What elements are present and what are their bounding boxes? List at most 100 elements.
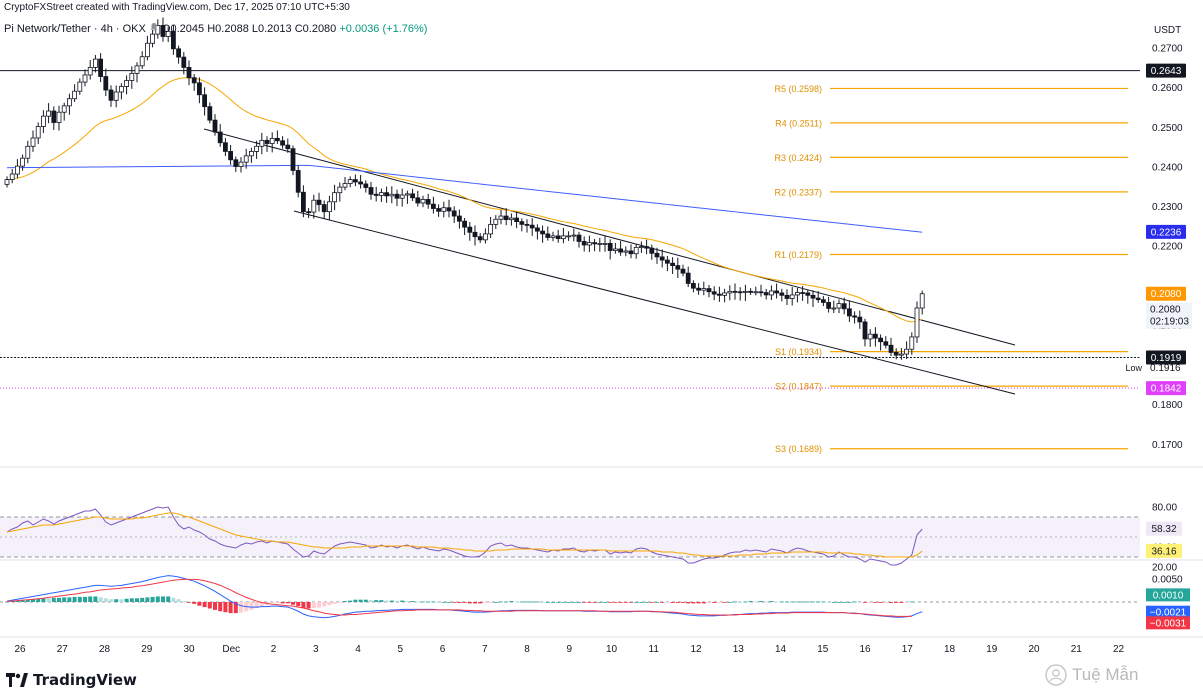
- candle-body-4: [25, 145, 31, 159]
- price-tick-label-0: 0.2700: [1152, 44, 1183, 55]
- candle-body-118: [618, 248, 623, 253]
- macd-hist-bar-155: [811, 601, 815, 603]
- candle-body-97: [508, 217, 514, 221]
- candle-body-78: [410, 193, 416, 199]
- candle-body-40: [212, 119, 218, 133]
- tradingview-logo[interactable]: TradingView: [6, 671, 137, 689]
- macd-hist-bar-44: [233, 602, 238, 614]
- candle-body-59: [311, 199, 317, 213]
- macd-hist-bar-92: [483, 602, 488, 603]
- macd-hist-bar-142: [743, 601, 748, 603]
- price-badge-label-1: 0.2236: [1151, 227, 1182, 238]
- candle-body-101: [529, 224, 535, 229]
- candle-body-156: [815, 297, 821, 301]
- macd-hist-bar-20: [109, 599, 113, 602]
- macd-hist-bar-139: [727, 602, 732, 603]
- macd-hist-bar-153: [800, 601, 805, 603]
- candle-body-165: [862, 321, 868, 340]
- macd-hist-bar-29: [155, 596, 160, 602]
- macd-hist-bar-163: [852, 601, 857, 603]
- macd-badge-label-2: −0.0031: [1150, 618, 1187, 629]
- candle-body-159: [831, 307, 837, 310]
- candle-body-104: [545, 233, 551, 238]
- candle-body-152: [795, 292, 800, 296]
- candle-body-92: [482, 233, 488, 241]
- macd-hist-bar-74: [389, 600, 394, 602]
- candle-body-170: [888, 344, 894, 353]
- candle-body-39: [207, 106, 213, 121]
- macd-hist-bar-124: [649, 602, 654, 603]
- macd-badge-1: [1146, 605, 1190, 619]
- candle-body-163: [852, 315, 857, 318]
- candle-body-139: [727, 290, 733, 294]
- candle-body-76: [399, 194, 405, 199]
- price-tick-label-7: 0.1800: [1152, 400, 1183, 411]
- candle-body-168: [878, 337, 883, 343]
- macd-hist-bar-144: [753, 601, 758, 603]
- macd-hist-bar-68: [358, 599, 363, 602]
- candle-body-80: [420, 199, 426, 204]
- rsi-badge-label-0: 58.32: [1151, 524, 1176, 535]
- candle-body-116: [607, 243, 613, 251]
- candle-body-54: [285, 144, 291, 150]
- candle-body-52: [274, 137, 280, 142]
- candle-body-72: [378, 192, 384, 196]
- macd-hist-bar-173: [904, 602, 909, 603]
- candle-body-43: [228, 151, 234, 161]
- macd-hist-bar-21: [114, 599, 119, 602]
- low-value: L0.2013: [251, 23, 292, 35]
- candle-body-85: [446, 207, 452, 212]
- time-tick-label-3: 29: [141, 644, 153, 655]
- candle-body-77: [404, 193, 410, 196]
- alert-bell-icon[interactable]: [149, 22, 159, 32]
- candle-body-149: [779, 292, 785, 296]
- macd-hist-bar-170: [889, 602, 893, 603]
- macd-hist-bar-36: [192, 602, 197, 604]
- price-badge-label-0: 0.2643: [1151, 66, 1182, 77]
- macd-hist-bar-71: [374, 600, 379, 602]
- price-tick-label-2: 0.2500: [1152, 123, 1183, 134]
- macd-hist-bar-146: [764, 601, 769, 603]
- macd-hist-bar-39: [207, 602, 212, 609]
- candle-body-38: [202, 94, 208, 108]
- macd-hist-bar-148: [774, 601, 779, 603]
- price-badge-label-3: 0.1919: [1151, 353, 1182, 364]
- candle-body-19: [103, 76, 109, 91]
- time-tick-label-9: 5: [397, 644, 403, 655]
- macd-hist-bar-120: [629, 602, 633, 603]
- macd-hist-bar-48: [254, 602, 259, 609]
- macd-hist-bar-103: [540, 602, 545, 603]
- macd-hist-bar-78: [410, 601, 415, 602]
- macd-hist-bar-49: [259, 602, 264, 607]
- candle-body-123: [644, 246, 649, 249]
- macd-hist-bar-80: [421, 601, 425, 603]
- macd-hist-bar-151: [790, 601, 795, 603]
- chart-credit: CryptoFXStreet created with TradingView.…: [4, 2, 350, 13]
- candle-body-126: [659, 256, 665, 261]
- candle-body-10: [56, 111, 62, 123]
- macd-hist-bar-118: [618, 602, 623, 603]
- rsi-badge-0: [1146, 521, 1182, 536]
- macd-hist-bar-4: [25, 599, 30, 602]
- candle-body-110: [576, 234, 582, 242]
- tradingview-logo-text: TradingView: [33, 671, 137, 689]
- price-tick-label-4: 0.2300: [1152, 202, 1183, 213]
- low-marker-value: 0.1916: [1150, 363, 1181, 374]
- candle-body-131: [685, 272, 691, 284]
- macd-hist-bar-168: [878, 602, 883, 603]
- macd-hist-bar-79: [415, 601, 420, 603]
- candle-body-128: [670, 262, 675, 267]
- macd-hist-bar-127: [665, 602, 670, 603]
- time-tick-label-21: 17: [902, 644, 914, 655]
- candle-body-68: [358, 181, 364, 185]
- pivot-level-label-1: R4 (0.2511): [775, 118, 822, 128]
- candle-body-144: [753, 291, 759, 294]
- candle-body-64: [337, 186, 343, 194]
- macd-hist-bar-18: [98, 597, 103, 602]
- candle-body-107: [561, 235, 566, 240]
- candle-body-94: [493, 218, 499, 225]
- candle-body-41: [217, 131, 223, 144]
- macd-hist-bar-98: [514, 601, 519, 603]
- candle-body-151: [789, 294, 795, 299]
